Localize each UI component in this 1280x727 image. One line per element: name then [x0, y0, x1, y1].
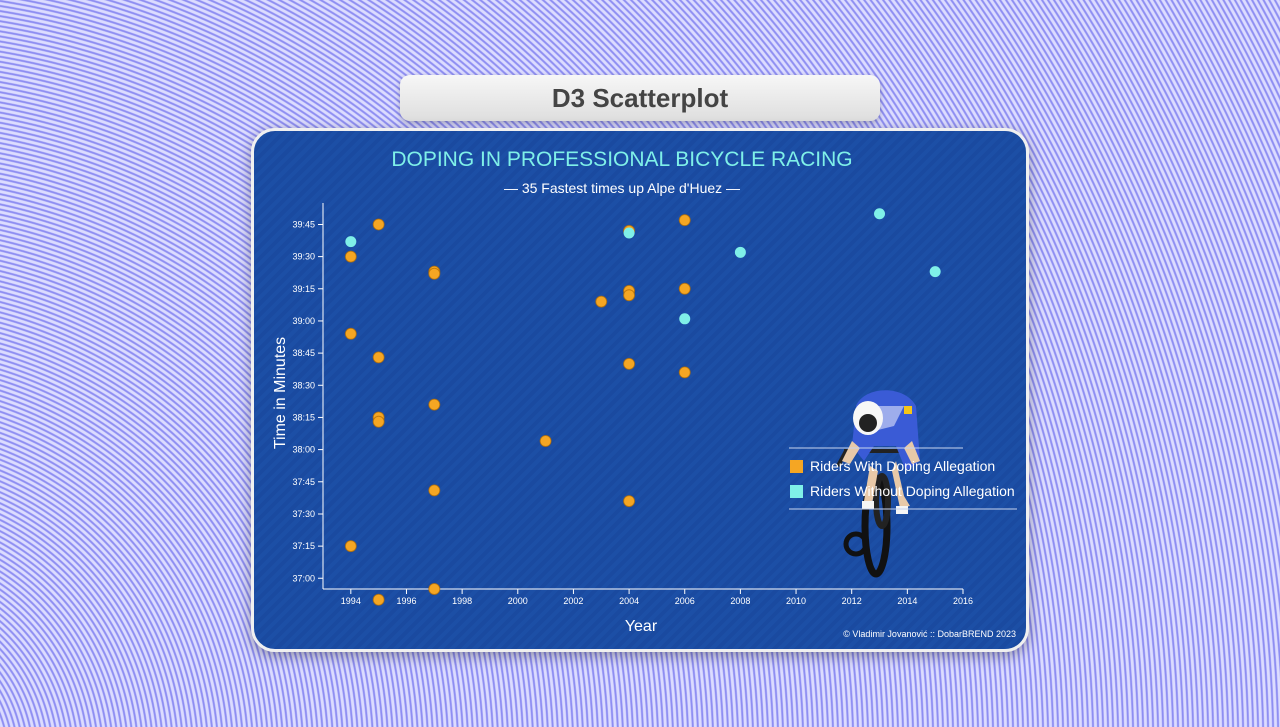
data-point-doping[interactable] [595, 295, 608, 308]
x-axis-label: Year [625, 618, 658, 635]
data-point-doping[interactable] [372, 415, 385, 428]
legend-swatch-doping [790, 460, 803, 473]
data-point-clean[interactable] [623, 227, 635, 239]
data-point-doping[interactable] [428, 484, 441, 497]
data-point-doping[interactable] [428, 398, 441, 411]
data-point-doping[interactable] [623, 357, 636, 370]
y-tick-label: 38:45 [292, 348, 315, 358]
x-tick-label: 2008 [730, 596, 750, 606]
data-point-doping[interactable] [678, 214, 691, 227]
y-tick-label: 37:30 [292, 509, 315, 519]
x-tick-label: 2004 [619, 596, 639, 606]
legend-swatch-clean [790, 485, 803, 498]
x-tick-label: 2000 [508, 596, 528, 606]
y-tick-label: 39:45 [292, 219, 315, 229]
y-tick-label: 37:00 [292, 573, 315, 583]
y-tick-label: 39:15 [292, 284, 315, 294]
y-tick-label: 38:15 [292, 412, 315, 422]
data-point-clean[interactable] [929, 266, 941, 278]
data-point-doping[interactable] [623, 289, 636, 302]
chart-card: DOPING IN PROFESSIONAL BICYCLE RACING — … [251, 128, 1029, 652]
data-point-doping[interactable] [623, 495, 636, 508]
x-tick-label: 1996 [396, 596, 416, 606]
header-banner: D3 Scatterplot [400, 75, 880, 121]
y-tick-label: 39:30 [292, 252, 315, 262]
scatterplot-chart: DOPING IN PROFESSIONAL BICYCLE RACING — … [272, 148, 1017, 639]
data-point-doping[interactable] [678, 366, 691, 379]
y-tick-label: 37:15 [292, 541, 315, 551]
data-point-clean[interactable] [345, 236, 357, 248]
y-tick-label: 39:00 [292, 316, 315, 326]
plot-area: 1994 1996 1998 2000 2002 2004 2006 2008 2010 2012… [292, 203, 973, 606]
x-tick-label: 2002 [563, 596, 583, 606]
data-point-clean[interactable] [679, 313, 691, 325]
data-point-doping[interactable] [344, 540, 357, 553]
y-axis-label: Time in Minutes [272, 337, 289, 449]
y-tick-label: 38:00 [292, 445, 315, 455]
credit-text: © Vladimir Jovanović :: DobarBREND 2023 [843, 629, 1016, 639]
data-point-doping[interactable] [344, 327, 357, 340]
x-tick-label: 2012 [842, 596, 862, 606]
x-tick-label: 2016 [953, 596, 973, 606]
data-point-clean[interactable] [874, 208, 886, 220]
cyclist-illustration [836, 390, 920, 578]
legend: Riders With Doping Allegation Riders Wit… [789, 447, 1017, 510]
x-tick-label: 2010 [786, 596, 806, 606]
data-point-clean[interactable] [734, 246, 746, 258]
data-point-doping[interactable] [372, 593, 385, 606]
data-point-doping[interactable] [428, 583, 441, 595]
chart-subtitle: — 35 Fastest times up Alpe d'Huez — [504, 180, 740, 196]
x-tick-label: 1994 [341, 596, 361, 606]
page-title: D3 Scatterplot [551, 82, 729, 113]
data-point-doping[interactable] [678, 282, 691, 295]
y-tick-label: 38:30 [292, 380, 315, 390]
legend-label-doping: Riders With Doping Allegation [810, 458, 995, 474]
data-point-doping[interactable] [428, 267, 441, 280]
data-point-doping[interactable] [372, 351, 385, 364]
data-point-doping[interactable] [539, 435, 552, 448]
data-point-doping[interactable] [344, 250, 357, 263]
x-tick-label: 2014 [897, 596, 917, 606]
chart-title: DOPING IN PROFESSIONAL BICYCLE RACING [391, 148, 852, 171]
x-tick-label: 1998 [452, 596, 472, 606]
legend-label-clean: Riders Without Doping Allegation [810, 483, 1015, 499]
y-tick-label: 37:45 [292, 477, 315, 487]
x-tick-label: 2006 [675, 596, 695, 606]
data-point-doping[interactable] [372, 218, 385, 231]
